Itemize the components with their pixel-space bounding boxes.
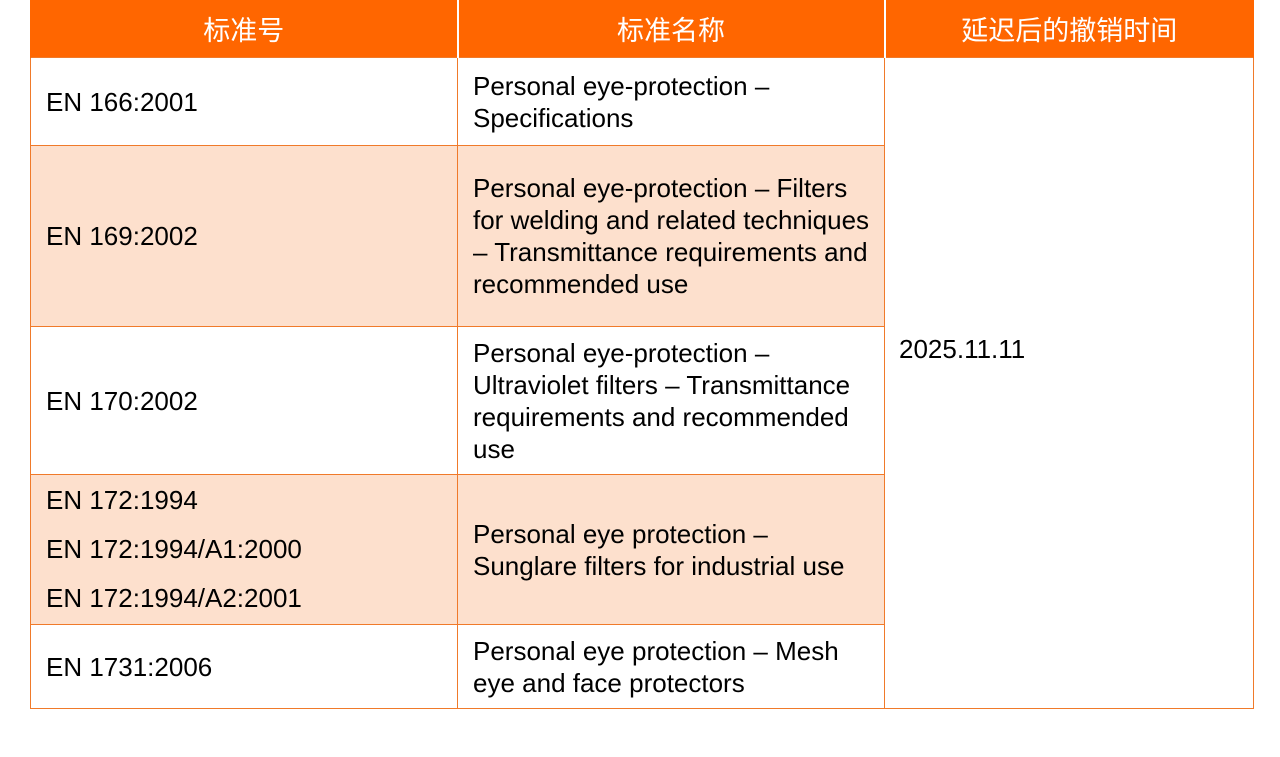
standard-amendment: EN 172:1994/A2:2001 xyxy=(46,583,302,613)
standard-name-cell: Personal eye protection – Mesh eye and f… xyxy=(457,624,885,709)
standard-number-cell: EN 169:2002 xyxy=(30,145,458,327)
table-header-row: 标准号 标准名称 延迟后的撤销时间 xyxy=(30,0,1254,58)
standard-number: EN 172:1994 xyxy=(46,485,198,515)
table-row: EN 1731:2006 Personal eye protection – M… xyxy=(30,624,1254,709)
standard-number-cell: EN 172:1994 EN 172:1994/A1:2000 EN 172:1… xyxy=(30,474,458,625)
revocation-date-cell: 2025.11.11 xyxy=(884,57,1254,709)
standard-name-cell: Personal eye protection – Sunglare filte… xyxy=(457,474,885,625)
standard-number-cell: EN 1731:2006 xyxy=(30,624,458,709)
standard-number-cell: EN 166:2001 xyxy=(30,57,458,146)
standard-name-cell: Personal eye-protection – Filters for we… xyxy=(457,145,885,327)
revocation-date: 2025.11.11 xyxy=(899,334,1026,364)
header-standard-name: 标准名称 xyxy=(456,0,886,58)
standard-number: EN 170:2002 xyxy=(46,385,198,416)
header-standard-number: 标准号 xyxy=(30,0,459,58)
standard-number: EN 1731:2006 xyxy=(46,651,213,682)
standards-table: 标准号 标准名称 延迟后的撤销时间 EN 166:2001 Personal e… xyxy=(30,0,1254,709)
table-row: EN 169:2002 Personal eye-protection – Fi… xyxy=(30,145,1254,327)
standard-name-cell: Personal eye-protection – Ultraviolet fi… xyxy=(457,326,885,475)
standard-amendment: EN 172:1994/A1:2000 xyxy=(46,534,302,564)
table-row: EN 170:2002 Personal eye-protection – Ul… xyxy=(30,326,1254,475)
standard-number: EN 166:2001 xyxy=(46,86,198,117)
standards-table-container: 标准号 标准名称 延迟后的撤销时间 EN 166:2001 Personal e… xyxy=(30,0,1254,709)
table-row: EN 166:2001 Personal eye-protection – Sp… xyxy=(30,57,1254,709)
standard-number-cell: EN 170:2002 xyxy=(30,326,458,475)
header-revocation-date: 延迟后的撤销时间 xyxy=(883,0,1254,58)
standard-number: EN 169:2002 xyxy=(46,221,198,251)
table-row: EN 172:1994 EN 172:1994/A1:2000 EN 172:1… xyxy=(30,474,1254,625)
standard-name-cell: Personal eye-protection – Specifications xyxy=(457,57,885,146)
